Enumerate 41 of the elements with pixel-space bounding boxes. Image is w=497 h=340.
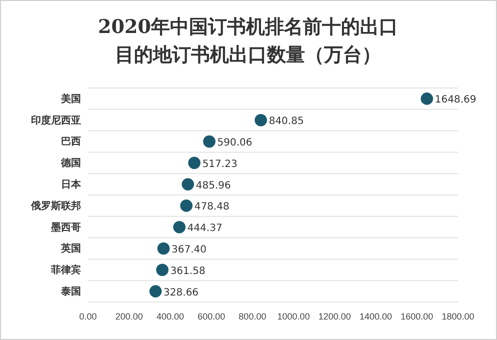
point	[180, 176, 196, 192]
point	[172, 219, 188, 235]
data-label: 478.48	[194, 202, 230, 213]
data-label: 840.85	[268, 116, 304, 128]
y-tick-label: 泰国	[60, 286, 81, 298]
data-label: 367.40	[172, 244, 207, 256]
x-tick-label: 1600.00	[400, 311, 434, 322]
x-tick-label: 1000.00	[277, 311, 310, 322]
data-label: 1648.69	[434, 94, 476, 106]
chart-title: 2020年中国订书机排名前十的出口目的地订书机出口数量（万台）	[98, 16, 398, 66]
point	[253, 112, 268, 128]
point	[202, 134, 217, 150]
x-tick-label: 1400.00	[360, 311, 392, 322]
x-tick-label: 0.00	[79, 311, 97, 322]
data-label: 328.66	[164, 287, 199, 298]
x-tick-label: 1200.00	[318, 311, 351, 322]
data-label: 590.06	[217, 138, 252, 148]
y-tick-label: 俄罗斯联邦	[30, 200, 81, 212]
data-label: 444.37	[187, 223, 222, 234]
x-tick-label: 1800.00	[442, 311, 474, 322]
x-tick-label: 600.00	[198, 311, 226, 322]
x-tick-label: 800.00	[238, 311, 266, 322]
point	[178, 198, 194, 214]
y-tick-label: 德国	[60, 157, 81, 170]
point	[156, 240, 172, 256]
data-label: 517.23	[202, 158, 238, 170]
point	[148, 284, 164, 299]
data-label: 361.58	[170, 266, 206, 277]
y-tick-label: 墨西哥	[50, 221, 81, 234]
x-tick-label: 200.00	[115, 311, 143, 322]
y-tick-label: 英国	[60, 242, 81, 255]
x-tick-label: 400.00	[156, 311, 184, 322]
point	[186, 155, 202, 171]
y-tick-label: 巴西	[61, 136, 81, 148]
point	[154, 262, 170, 278]
y-tick-label: 印度尼西亚	[31, 114, 81, 126]
data-label: 485.96	[196, 180, 231, 192]
point	[419, 91, 435, 106]
y-tick-label: 菲律宾	[50, 264, 81, 276]
y-tick-label: 美国	[60, 92, 81, 105]
y-tick-label: 日本	[61, 178, 82, 190]
